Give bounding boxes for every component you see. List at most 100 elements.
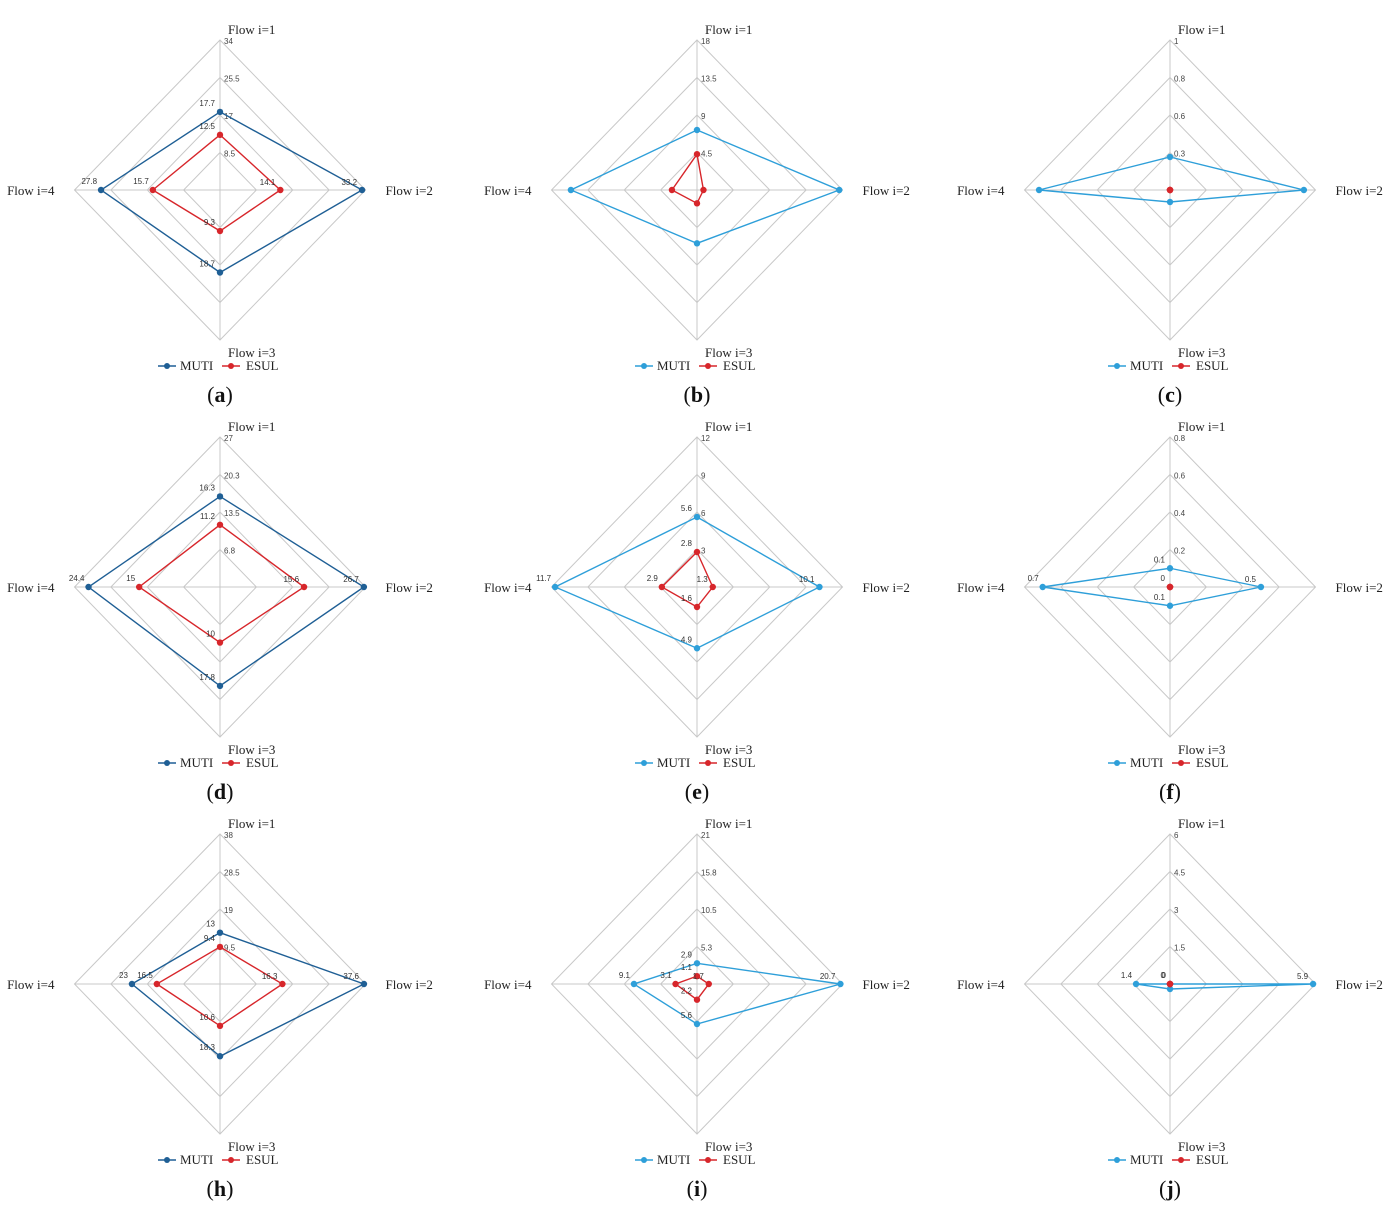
series-line-muti	[99, 111, 364, 274]
axis-title: Flow i=3	[228, 345, 275, 360]
axis-title: Flow i=2	[1336, 977, 1383, 992]
legend-marker-esul	[1178, 1157, 1184, 1163]
data-label: 24.4	[69, 574, 85, 583]
legend-marker-esul	[1178, 760, 1184, 766]
panel-caption: (j)	[1159, 1176, 1181, 1201]
panel-caption: (i)	[687, 1176, 708, 1201]
tick-label: 13.5	[701, 75, 717, 84]
radar-panel-j: 6 4.5 3 1.5 Flow i=1 Flow i=2 Flow i=3 Flow i=4…	[957, 816, 1383, 1201]
data-point-esul	[658, 583, 666, 591]
data-label: 1.4	[1121, 971, 1133, 980]
data-label: 2.9	[647, 574, 659, 583]
data-point-esul	[135, 583, 143, 591]
data-label: 10.1	[799, 575, 815, 584]
axis-title: Flow i=1	[705, 22, 752, 37]
data-label: 26.7	[343, 575, 359, 584]
series-line-muti	[569, 129, 842, 245]
tick-label: 15.8	[701, 869, 717, 878]
data-point-muti	[567, 186, 575, 194]
data-point-muti	[1166, 985, 1174, 993]
data-label: 23	[119, 971, 128, 980]
data-point-esul	[216, 639, 224, 646]
legend-marker-esul	[228, 363, 234, 369]
legend: MUTI ESUL	[158, 1152, 279, 1167]
legend-label-muti: MUTI	[657, 1152, 690, 1167]
tick-label: 6	[701, 509, 706, 518]
axis-title: Flow i=2	[386, 183, 433, 198]
data-point-muti	[836, 186, 843, 194]
legend-marker-esul	[705, 363, 711, 369]
data-point-esul	[672, 980, 679, 988]
radar-panel-i: 21 15.8 10.5 5.3 Flow i=1 Flow i=2 Flow i=3 Flo…	[484, 816, 910, 1201]
axis-title: Flow i=2	[1336, 580, 1383, 595]
data-point-muti	[693, 126, 701, 134]
data-point-muti	[693, 1020, 701, 1028]
data-point-muti	[1166, 602, 1174, 609]
data-label: 2.9	[681, 950, 693, 959]
data-label: 1.6	[681, 594, 693, 603]
data-point-esul	[693, 200, 701, 207]
legend-label-muti: MUTI	[1130, 755, 1163, 770]
data-label: 9.1	[619, 971, 631, 980]
series-line-esul	[137, 523, 306, 644]
legend-marker-muti	[641, 1157, 647, 1163]
data-point-muti	[1039, 583, 1046, 591]
data-label: 27.8	[81, 177, 97, 186]
data-point-muti	[1309, 980, 1317, 988]
data-label: 20.7	[820, 972, 836, 981]
tick-label: 9	[701, 472, 706, 481]
data-label: 15.7	[133, 177, 149, 186]
radar-panel-h: 38 28.5 19 9.5 Flow i=1 Flow i=2 Flow i=3 Flow …	[7, 816, 433, 1201]
legend-label-muti: MUTI	[1130, 1152, 1163, 1167]
tick-label: 9.5	[224, 944, 236, 953]
data-point-esul	[693, 996, 701, 1003]
axis-title: Flow i=1	[228, 419, 275, 434]
legend-label-esul: ESUL	[1196, 755, 1229, 770]
data-point-muti	[816, 583, 823, 591]
data-point-muti	[837, 980, 844, 988]
axis-title: Flow i=1	[705, 419, 752, 434]
legend-marker-esul	[705, 760, 711, 766]
data-label: 2.2	[681, 987, 693, 996]
legend-label-esul: ESUL	[246, 755, 279, 770]
legend-label-muti: MUTI	[657, 755, 690, 770]
data-point-esul	[700, 186, 707, 194]
tick-label: 0.8	[1174, 75, 1186, 84]
data-label: 0.5	[1245, 575, 1257, 584]
axis-title: Flow i=1	[228, 816, 275, 831]
legend-marker-esul	[705, 1157, 711, 1163]
axis-title: Flow i=2	[386, 977, 433, 992]
data-point-esul	[216, 521, 224, 528]
tick-label: 21	[701, 831, 710, 840]
axis-title: Flow i=3	[1178, 345, 1225, 360]
legend-label-muti: MUTI	[180, 755, 213, 770]
legend-marker-esul	[1178, 363, 1184, 369]
axis-title: Flow i=3	[1178, 1139, 1225, 1154]
legend-marker-muti	[641, 760, 647, 766]
legend-label-esul: ESUL	[723, 358, 756, 373]
tick-label: 18	[701, 37, 710, 46]
data-point-muti	[1166, 153, 1174, 161]
tick-label: 4.5	[701, 150, 713, 159]
axis-title: Flow i=3	[705, 742, 752, 757]
series-line-muti	[1135, 983, 1314, 990]
tick-label: 6	[1174, 831, 1179, 840]
legend-marker-muti	[164, 363, 170, 369]
axis-title: Flow i=4	[484, 977, 532, 992]
data-label: 18.7	[199, 260, 215, 269]
data-point-muti	[128, 980, 136, 988]
data-point-esul	[709, 583, 716, 591]
series-line-muti	[553, 516, 821, 650]
data-label: 16.3	[262, 972, 278, 981]
legend: MUTI ESUL	[158, 358, 279, 373]
tick-label: 28.5	[224, 869, 240, 878]
tick-label: 1.5	[1174, 944, 1186, 953]
tick-label: 0.2	[1174, 547, 1186, 556]
data-label: 0	[1161, 574, 1166, 583]
legend-marker-muti	[1114, 1157, 1120, 1163]
panel-caption: (d)	[207, 779, 234, 804]
data-label: 0.1	[1154, 593, 1166, 602]
tick-label: 27	[224, 434, 233, 443]
axis-title: Flow i=1	[1178, 816, 1225, 831]
